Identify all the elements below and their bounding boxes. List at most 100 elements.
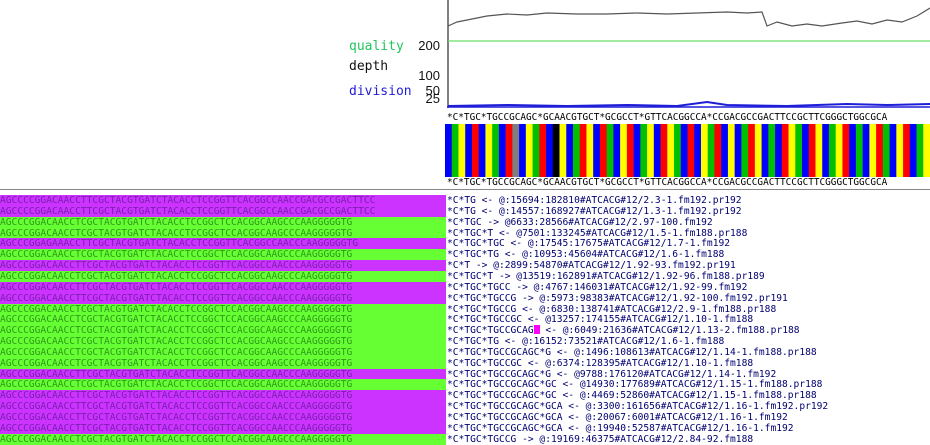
trace-bar — [680, 124, 688, 177]
trace-bar — [828, 124, 836, 177]
read-row[interactable]: AGCCCGGACAACCTCGCTACGTGATCTACACCTCCGGCTC… — [0, 314, 930, 326]
y-tick-25: 25 — [425, 91, 440, 106]
trace-bar — [525, 124, 533, 177]
y-tick-50: 50 — [425, 83, 440, 98]
read-row[interactable]: AGCCCCGGACAACCTTCGCTACGTGATCTACACCTCCGGT… — [0, 205, 930, 217]
read-label: *C*TGC*TGCCGC <- @:6374:128395#ATCACG#12… — [447, 358, 753, 369]
trace-bar — [539, 124, 547, 177]
read-sequence: AGCCCGGACAACCTTCGCTACGTGATCTACACCTCCGGTT… — [0, 292, 446, 304]
trace-bar — [653, 124, 661, 177]
read-row[interactable]: AGCCCGGACAACCTCGCTACGTGATCTACACCTCCGGCTC… — [0, 346, 930, 358]
read-row[interactable]: AGCCCGGACAACCTCGCTACGTGATCTACACCTCCGGCTC… — [0, 325, 930, 337]
legend-quality: quality — [349, 39, 404, 54]
trace-bar — [748, 124, 756, 177]
read-label: *C*TGC*TGCCGCAGC*G <- @9788:176120#ATCAC… — [447, 369, 776, 380]
read-label: *C*TGC*TGCCGCAGC*GCA <- @:20067:6001#ATC… — [447, 412, 788, 423]
read-row[interactable]: AGCCCGGACAACCTCGCTACGTGATCTACACCTCCGGCTC… — [0, 303, 930, 315]
read-sequence: AGCCCGGACAACCTCGCTACGTGATCTACACCTCCGGCTC… — [0, 314, 446, 326]
read-label: *C*T -> @:2899:54870#ATCACG#12/1.92-93.f… — [447, 260, 736, 271]
division-line — [447, 100, 930, 108]
read-sequence: AGCCCGGACAACCTCGCTACGTGATCTACACCTCCGGCTC… — [0, 227, 446, 239]
read-row[interactable]: AGCCCCGGACAACCTTCGCTACGTGATCTACACCTCCGGT… — [0, 195, 930, 206]
read-label-text: *C*TG <- @:14557:168927#ATCACG#12/1.3-1.… — [447, 205, 742, 217]
read-row[interactable]: AGCCCGGACAACCTCGCTACGTGATCTACACCTCCGGCTC… — [0, 357, 930, 369]
trace-bar — [768, 124, 776, 177]
trace-bar — [862, 124, 870, 177]
depth-line — [447, 7, 930, 27]
read-row[interactable]: AGCCCGGACAACCTTCGCTACGTGATCTACACCTCCGGTT… — [0, 390, 930, 402]
read-row[interactable]: AGCCCGGAGAAACCTTCGCTACGTGATCTACACCTCCGGT… — [0, 238, 930, 250]
read-row[interactable]: AGCCCGGACAACCTTCGCTACGTGATCTACACCTCCGGTT… — [0, 292, 930, 304]
trace-bar — [842, 124, 850, 177]
trace-bar — [505, 124, 513, 177]
trace-bar — [700, 124, 709, 177]
read-row[interactable]: AGCCCGGACAACCTCGCTACGTGATCTACACCTCCGGCTC… — [0, 227, 930, 239]
trace-bar — [471, 124, 479, 177]
read-sequence: AGCCCGGACAACCTCGCTACGTGATCTACACCTCCGGCTC… — [0, 357, 446, 369]
trace-bar — [667, 124, 675, 177]
read-row[interactable]: AGCCCGGACAACCTCGCTACGTGATCTACACCTCCGGCTC… — [0, 379, 930, 391]
read-label-text: *C*T -> @:2899:54870#ATCACG#12/1.92-93.f… — [447, 260, 736, 272]
read-label-tail: <- @:6049:21636#ATCACG#12/1.13-2.fm188.p… — [539, 325, 800, 337]
read-label: *C*TGC*TGCCGCAGC*G <- @:1496:108613#ATCA… — [447, 347, 817, 358]
read-sequence: AGCCCGGACAACCTTCGCTACGTGATCTACACCTCCGGTT… — [0, 422, 446, 434]
trace-bar — [445, 124, 453, 177]
read-row[interactable]: AGCCCGGACAACCTTCGCTACGTGATCTACACCTCCGGTT… — [0, 260, 930, 272]
trace-bar — [572, 124, 581, 177]
trace-bar — [714, 124, 722, 177]
read-sequence: AGCCCCGGACAACCTTCGCTACGTGATCTACACCTCCGGT… — [0, 205, 446, 217]
read-row[interactable]: AGCCCGGACAACCTCGCTACGTGATCTACACCTCCGGCTC… — [0, 433, 930, 445]
read-label-text: *C*TGC*TGCCGCAGC*G <- @:1496:108613#ATCA… — [447, 346, 817, 358]
y-tick-200: 200 — [418, 38, 440, 53]
read-label: *C*TG <- @:15694:182810#ATCACG#12/2.3-1.… — [447, 195, 742, 206]
trace-bar — [896, 124, 904, 177]
read-label: *C*TGC*TG <- @:16152:73521#ATCACG#12/1.6… — [447, 336, 724, 347]
read-row[interactable]: AGCCCGGACAACCTCGCTACGTGATCTACACCTCCGGCTC… — [0, 216, 930, 228]
read-sequence: AGCCCGGACAACCTTCGCTACGTGATCTACACCTCCGGTT… — [0, 401, 446, 413]
read-row[interactable]: AGCCCGGACAACCTTCGCTACGTGATCTACACCTCCGGTT… — [0, 401, 930, 413]
trace-bar — [512, 124, 520, 177]
trace-bar — [781, 124, 789, 177]
read-alignment-list[interactable]: AGCCCCGGACAACCTTCGCTACGTGATCTACACCTCCGGT… — [0, 195, 930, 445]
trace-bar — [613, 124, 621, 177]
trace-bar — [788, 124, 796, 177]
read-row[interactable]: AGCCCGGACAACCTCGCTACGTGATCTACACCTCCGGCTC… — [0, 336, 930, 348]
read-label: *C*TGC*TG <- @:10953:45604#ATCACG#12/1.6… — [447, 249, 724, 260]
read-label-text: *C*TGC*TGCCGC <- @:6374:128395#ATCACG#12… — [447, 357, 754, 369]
read-row[interactable]: AGCCCGGACAACCTTCGCTACGTGATCTACACCTCCGGTT… — [0, 422, 930, 434]
read-label-text: *C*TGC -> @6633:28566#ATCACG#12/2.97-100… — [447, 216, 713, 228]
trace-bar — [552, 124, 560, 177]
read-label-text: *C*TGC*TGC <- @:17545:17675#ATCACG#12/1.… — [447, 238, 731, 250]
read-row[interactable]: AGCCCGGACAACCTTCGCTACGTGATCTACACCTCCGGTT… — [0, 412, 930, 423]
trace-bar — [741, 124, 749, 177]
read-row[interactable]: AGCCCGGACAACCTTCGCTACGTGATCTACACCTCCGGTT… — [0, 368, 930, 380]
trace-bar — [909, 124, 917, 177]
trace-bar — [498, 124, 506, 177]
read-label: *C*TGC*TGC <- @:17545:17675#ATCACG#12/1.… — [447, 238, 730, 249]
trace-bar — [465, 124, 473, 177]
trace-bar — [660, 124, 668, 177]
trace-bar — [626, 124, 634, 177]
trace-bar — [640, 124, 648, 177]
read-sequence: AGCCCGGACAACCTCGCTACGTGATCTACACCTCCGGCTC… — [0, 216, 446, 228]
read-label: *C*TGC*TGCCGCAGC*GCA <- @:19940:52587#AT… — [447, 423, 794, 434]
consensus-sequence-bottom: *C*TGC*TGCCGCAGC*GCAACGTGCT*GCGCCT*GTTCA… — [447, 177, 888, 188]
read-sequence: AGCCCGGACAACCTCGCTACGTGATCTACACCTCCGGCTC… — [0, 433, 446, 445]
edit-cursor[interactable] — [533, 325, 540, 335]
y-tick-100: 100 — [418, 68, 440, 83]
read-sequence: AGCCCGGACAACCTCGCTACGTGATCTACACCTCCGGCTC… — [0, 379, 446, 391]
read-label-text: *C*TGC*TG <- @:16152:73521#ATCACG#12/1.6… — [447, 336, 725, 348]
read-sequence: AGCCCGGACAACCTTCGCTACGTGATCTACACCTCCGGTT… — [0, 412, 446, 423]
pane-splitter[interactable] — [0, 189, 930, 190]
trace-bar — [478, 124, 486, 177]
trace-bar — [620, 124, 628, 177]
read-row[interactable]: AGCCCGGACAACCTTCGCTACGTGATCTACACCTCCGGTT… — [0, 281, 930, 293]
trace-bar — [566, 124, 574, 177]
read-row[interactable]: AGCCCGGACAACCTCGCTACGTGATCTACACCTCCGGCTC… — [0, 249, 930, 261]
trace-bar — [727, 124, 735, 177]
read-row[interactable]: AGCCCGGACAACCTCGCTACGTGATCTACACCTCCGGCTC… — [0, 270, 930, 282]
read-sequence: AGCCCGGACAACCTTCGCTACGTGATCTACACCTCCGGTT… — [0, 281, 446, 293]
read-sequence: AGCCCGGACAACCTCGCTACGTGATCTACACCTCCGGCTC… — [0, 270, 446, 282]
trace-bar — [802, 124, 810, 177]
read-label-text: *C*TGC*TG <- @:10953:45604#ATCACG#12/1.6… — [447, 249, 725, 261]
